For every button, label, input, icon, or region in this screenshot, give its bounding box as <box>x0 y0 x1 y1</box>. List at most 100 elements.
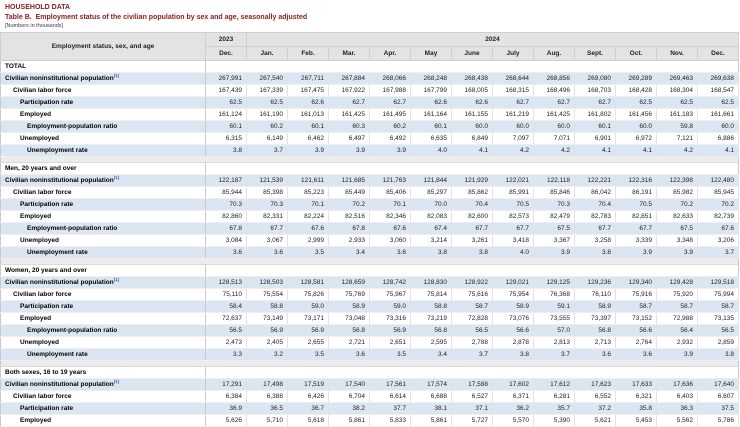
cell-value: 17,561 <box>369 378 411 391</box>
cell-value: 128,503 <box>246 276 288 289</box>
cell-value: 60.1 <box>574 120 616 133</box>
cell-value: 168,304 <box>656 84 698 97</box>
cell-value: 7,097 <box>492 132 534 145</box>
cell-value: 161,190 <box>246 108 288 121</box>
footnote-link[interactable]: (1) <box>113 174 120 180</box>
cell-value: 62.7 <box>533 96 575 109</box>
row-label: Employment-population ratio <box>0 120 206 133</box>
section-separator <box>0 156 739 163</box>
table-row-pr: Participation rate 70.3 70.3 70.1 70.2 70.1 70… <box>0 198 739 211</box>
cell-value: 6,281 <box>533 390 575 403</box>
cell-value: 5,833 <box>369 414 411 427</box>
cell-value: 58.7 <box>697 300 739 313</box>
cell-value: 269,463 <box>656 72 698 85</box>
cell-value: 75,994 <box>697 288 739 301</box>
cell-value: 56.9 <box>369 324 411 337</box>
cell-value: 60.0 <box>451 120 493 133</box>
cell-value: 82,633 <box>656 210 698 223</box>
cell-value: 58.9 <box>328 300 370 313</box>
cell-value: 268,248 <box>410 72 452 85</box>
cell-value: 128,922 <box>451 276 493 289</box>
month-header-7: July <box>492 46 534 61</box>
table-row-epr: Employment-population ratio 67.8 67.7 67.6 6… <box>0 222 739 235</box>
units-note: [Numbers in thousands] <box>5 23 64 29</box>
cell-value: 70.5 <box>615 198 657 211</box>
section-title-row: Men, 20 years and over <box>0 162 739 175</box>
cell-value: 2,932 <box>656 336 698 349</box>
footnote-link[interactable]: (1) <box>113 276 120 282</box>
cell-value: 6,635 <box>410 132 452 145</box>
table-row-clf: Civilian labor force 6,384 6,388 6,426 6,704… <box>0 390 739 403</box>
cell-value: 56.9 <box>287 324 329 337</box>
row-label: Employed <box>0 108 206 121</box>
section-title-row: Women, 20 years and over <box>0 264 739 277</box>
cell-value: 129,340 <box>615 276 657 289</box>
cell-value: 5,453 <box>615 414 657 427</box>
table-row-clf: Civilian labor force 75,110 75,554 75,826 75… <box>0 288 739 301</box>
cell-value: 3.4 <box>328 246 370 259</box>
cell-value: 70.2 <box>328 198 370 211</box>
cell-value: 267,540 <box>246 72 288 85</box>
month-header-12: Dec. <box>697 46 739 61</box>
cell-value: 17,498 <box>246 378 288 391</box>
row-label: Participation rate <box>0 402 206 415</box>
cell-value: 3.5 <box>369 348 411 361</box>
cell-value: 17,623 <box>574 378 616 391</box>
cell-value: 122,316 <box>615 174 657 187</box>
cell-value: 161,425 <box>328 108 370 121</box>
cell-value: 5,727 <box>451 414 493 427</box>
cell-value: 85,297 <box>410 186 452 199</box>
footnote-link[interactable]: (1) <box>113 72 120 78</box>
cell-value: 62.5 <box>205 96 247 109</box>
footnote-link[interactable]: (1) <box>113 378 120 384</box>
cell-value: 73,171 <box>287 312 329 325</box>
cell-value: 122,187 <box>205 174 247 187</box>
month-header-2: Feb. <box>287 46 329 61</box>
cell-value: 168,703 <box>574 84 616 97</box>
cell-value: 268,438 <box>451 72 493 85</box>
cell-value: 67.4 <box>410 222 452 235</box>
table-row-pop: Civilian noninstitutional population(1) 1… <box>0 378 739 391</box>
cell-value: 38.2 <box>328 402 370 415</box>
cell-value: 167,922 <box>328 84 370 97</box>
table-row-emp: Employed 161,124 161,190 161,013 161,425 161,… <box>0 108 739 121</box>
table-row-emp: Employed 82,860 82,331 82,224 82,516 82,346 82… <box>0 210 739 223</box>
cell-value: 2,405 <box>246 336 288 349</box>
cell-value: 60.1 <box>410 120 452 133</box>
row-label: Participation rate <box>0 198 206 211</box>
cell-value: 85,944 <box>205 186 247 199</box>
table-row-epr: Employment-population ratio 56.5 56.9 56.9 5… <box>0 324 739 337</box>
cell-value: 67.5 <box>656 222 698 235</box>
cell-value: 121,929 <box>451 174 493 187</box>
cell-value: 3.8 <box>492 348 534 361</box>
month-header-6: June <box>451 46 493 61</box>
cell-value: 161,183 <box>656 108 698 121</box>
cell-value: 73,152 <box>615 312 657 325</box>
section-title-row: TOTAL <box>0 60 739 73</box>
cell-value: 3.6 <box>205 246 247 259</box>
table-row-unemp: Unemployed 2,473 2,405 2,655 2,721 2,651 2,595… <box>0 336 739 349</box>
table-row-ur: Unemployment rate 3.8 3.7 3.9 3.9 3.9 4.0 4.1 4.… <box>0 144 739 157</box>
cell-value: 168,547 <box>697 84 739 97</box>
cell-value: 17,540 <box>328 378 370 391</box>
household-data-heading: HOUSEHOLD DATA <box>5 4 71 11</box>
row-label: Civilian labor force <box>0 390 206 403</box>
cell-value: 76,110 <box>574 288 616 301</box>
cell-value: 6,497 <box>328 132 370 145</box>
cell-value: 6,688 <box>410 390 452 403</box>
cell-value: 6,901 <box>574 132 616 145</box>
cell-value: 121,844 <box>410 174 452 187</box>
section-separator <box>0 360 739 367</box>
cell-value: 4.0 <box>492 246 534 259</box>
cell-value: 17,612 <box>533 378 575 391</box>
cell-value: 56.6 <box>615 324 657 337</box>
cell-value: 2,595 <box>410 336 452 349</box>
cell-value: 60.2 <box>369 120 411 133</box>
cell-value: 17,291 <box>205 378 247 391</box>
cell-value: 37.1 <box>451 402 493 415</box>
cell-value: 38.1 <box>410 402 452 415</box>
cell-value: 85,846 <box>533 186 575 199</box>
cell-value: 168,315 <box>492 84 534 97</box>
cell-value: 59.0 <box>369 300 411 313</box>
cell-value: 3,067 <box>246 234 288 247</box>
